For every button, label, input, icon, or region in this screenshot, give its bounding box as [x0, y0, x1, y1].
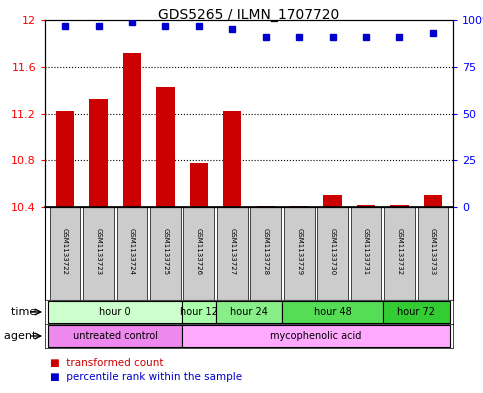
Bar	[150, 207, 181, 300]
Text: GSM1133725: GSM1133725	[162, 228, 169, 275]
Bar	[217, 207, 248, 300]
Text: hour 0: hour 0	[99, 307, 131, 317]
Bar	[190, 163, 208, 207]
Text: GSM1133731: GSM1133731	[363, 228, 369, 275]
Bar	[182, 301, 215, 323]
Bar	[250, 207, 281, 300]
Bar	[123, 53, 141, 207]
Bar	[424, 195, 442, 207]
Bar	[48, 301, 182, 323]
Bar	[184, 207, 214, 300]
Bar	[357, 205, 375, 207]
Bar	[283, 301, 383, 323]
Bar	[324, 195, 342, 207]
Bar	[384, 207, 415, 300]
Bar	[50, 207, 81, 300]
Text: hour 24: hour 24	[230, 307, 268, 317]
Bar	[215, 301, 283, 323]
Bar	[290, 206, 308, 207]
Text: GSM1133722: GSM1133722	[62, 228, 68, 275]
Text: GSM1133724: GSM1133724	[129, 228, 135, 275]
Text: hour 12: hour 12	[180, 307, 218, 317]
Text: GSM1133732: GSM1133732	[397, 228, 402, 275]
Text: GSM1133730: GSM1133730	[329, 228, 336, 275]
Bar	[182, 325, 450, 347]
Text: hour 48: hour 48	[314, 307, 352, 317]
Text: GSM1133733: GSM1133733	[430, 228, 436, 275]
Text: time: time	[12, 307, 40, 317]
Text: GSM1133729: GSM1133729	[296, 228, 302, 275]
Bar	[317, 207, 348, 300]
Bar	[223, 111, 242, 207]
Text: agent: agent	[4, 331, 40, 341]
Text: mycophenolic acid: mycophenolic acid	[270, 331, 362, 341]
Text: ■  percentile rank within the sample: ■ percentile rank within the sample	[50, 372, 242, 382]
Bar	[56, 111, 74, 207]
Bar	[156, 86, 174, 207]
Bar	[48, 325, 182, 347]
Bar	[390, 205, 409, 207]
Text: GSM1133723: GSM1133723	[96, 228, 101, 275]
Text: ■  transformed count: ■ transformed count	[50, 358, 163, 368]
Bar	[83, 207, 114, 300]
Bar	[89, 99, 108, 207]
Text: GDS5265 / ILMN_1707720: GDS5265 / ILMN_1707720	[158, 8, 340, 22]
Text: GSM1133726: GSM1133726	[196, 228, 202, 275]
Bar	[351, 207, 382, 300]
Text: untreated control: untreated control	[73, 331, 158, 341]
Bar	[116, 207, 147, 300]
Text: hour 72: hour 72	[397, 307, 435, 317]
Bar	[284, 207, 314, 300]
Text: GSM1133727: GSM1133727	[229, 228, 235, 275]
Text: GSM1133728: GSM1133728	[263, 228, 269, 275]
Bar	[417, 207, 448, 300]
Bar	[383, 301, 450, 323]
Bar	[256, 206, 275, 207]
